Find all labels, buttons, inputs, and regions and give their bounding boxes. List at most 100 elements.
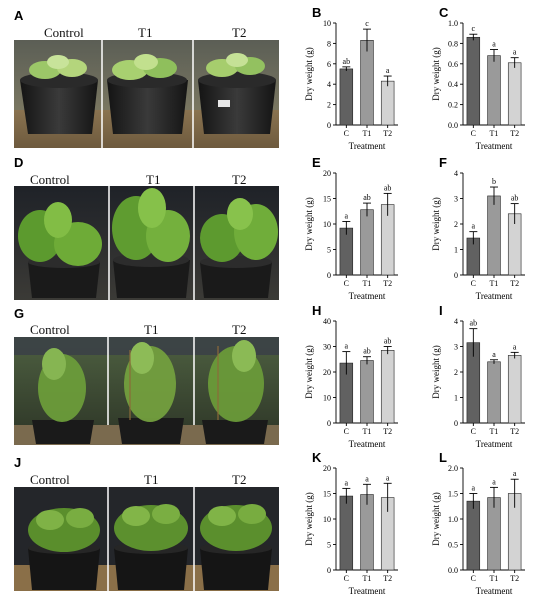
photo-label-j-t2: T2 [232, 472, 246, 487]
y-tick-label-b: 4 [327, 80, 331, 89]
panel-letter-h: H [312, 303, 321, 318]
chart-e: E 0 5 10 15 20 Dry weight (g) a Cab T1 ab T2 Treatme… [304, 155, 398, 301]
y-tick-label-k: 20 [323, 464, 331, 473]
x-tick-label-l: T2 [510, 574, 519, 583]
significance-label-f-t2: ab [511, 194, 519, 203]
y-tick-label-k: 5 [327, 541, 331, 550]
y-tick-label-e: 10 [323, 220, 331, 229]
photo-label-a-control: Control [44, 25, 84, 40]
x-tick-label-h: C [344, 427, 349, 436]
photo-panel-g [14, 337, 279, 445]
y-tick-label-h: 40 [323, 317, 331, 326]
photo-label-a-t1: T1 [138, 25, 152, 40]
x-tick-label-f: C [471, 279, 476, 288]
photo-label-g-t1: T1 [144, 322, 158, 337]
y-tick-label-c: 0.8 [448, 39, 458, 48]
x-axis-label-c: Treatment [476, 141, 513, 151]
y-axis-label-b: Dry weight (g) [304, 47, 314, 101]
y-tick-label-l: 1.0 [448, 515, 458, 524]
photo-label-d-control: Control [30, 172, 70, 187]
photo-label-a-t2: T2 [232, 25, 246, 40]
photo-label-j-control: Control [30, 472, 70, 487]
y-axis-label-c: Dry weight (g) [431, 47, 441, 101]
chart-i: I 0 1 2 3 4 Dry weight (g) ab Ca T1 a T2 Treatment [431, 303, 525, 449]
y-tick-label-b: 6 [327, 60, 331, 69]
y-tick-label-k: 0 [327, 566, 331, 575]
y-tick-label-l: 2.0 [448, 464, 458, 473]
y-tick-label-c: 0.2 [448, 101, 458, 110]
y-tick-label-l: 1.5 [448, 490, 458, 499]
x-tick-label-l: T1 [490, 574, 499, 583]
y-tick-label-i: 2 [454, 368, 458, 377]
y-axis-label-f: Dry weight (g) [431, 197, 441, 251]
bar-b-c [339, 68, 354, 126]
y-axis-label-i: Dry weight (g) [431, 345, 441, 399]
y-axis-label-k: Dry weight (g) [304, 492, 314, 546]
bar-k-t1 [360, 494, 374, 571]
y-axis-label-h: Dry weight (g) [304, 345, 314, 399]
bar-c-c [466, 36, 481, 126]
significance-label-e-c: a [345, 211, 349, 220]
significance-label-h-t1: ab [363, 347, 371, 356]
x-axis-label-l: Treatment [476, 586, 513, 596]
y-tick-label-e: 20 [323, 169, 331, 178]
significance-label-e-t1: ab [363, 193, 371, 202]
significance-label-e-t2: ab [384, 183, 392, 192]
photo-label-d-t2: T2 [232, 172, 246, 187]
y-tick-label-e: 0 [327, 271, 331, 280]
x-tick-label-c: C [471, 129, 476, 138]
significance-label-h-c: a [345, 342, 349, 351]
x-axis-label-f: Treatment [476, 291, 513, 301]
panel-letter-f: F [439, 155, 447, 170]
significance-label-b-c: ab [343, 57, 351, 66]
significance-label-i-t2: a [513, 342, 517, 351]
panel-letter-j: J [14, 455, 21, 470]
chart-l: L 0.0 0.5 1.0 1.5 2.0 Dry weight (g) a Ca T1 a T2 Tr… [431, 450, 525, 596]
significance-label-c-t1: a [492, 40, 496, 49]
y-tick-label-c: 0.6 [448, 60, 458, 69]
y-tick-label-b: 2 [327, 101, 331, 110]
bar-e-c [339, 227, 354, 276]
significance-label-f-c: a [472, 222, 476, 231]
y-tick-label-h: 0 [327, 419, 331, 428]
bar-l-c [466, 500, 481, 571]
x-tick-label-c: T2 [510, 129, 519, 138]
photo-panel-d [14, 186, 279, 300]
panel-letter-g: G [14, 306, 24, 321]
bar-f-t1 [487, 195, 501, 276]
x-tick-label-h: T1 [363, 427, 372, 436]
x-axis-label-e: Treatment [349, 291, 386, 301]
x-tick-label-b: C [344, 129, 349, 138]
x-tick-label-l: C [471, 574, 476, 583]
y-tick-label-f: 2 [454, 220, 458, 229]
y-tick-label-b: 8 [327, 39, 331, 48]
panel-letter-k: K [312, 450, 322, 465]
y-tick-label-c: 0.4 [448, 80, 458, 89]
y-tick-label-i: 0 [454, 419, 458, 428]
y-axis-label-e: Dry weight (g) [304, 197, 314, 251]
y-tick-label-c: 0.0 [448, 121, 458, 130]
bar-i-t2 [507, 355, 522, 424]
significance-label-l-c: a [472, 484, 476, 493]
x-tick-label-i: C [471, 427, 476, 436]
bar-l-t1 [487, 497, 501, 571]
x-tick-label-e: T1 [363, 279, 372, 288]
y-tick-label-c: 1.0 [448, 19, 458, 28]
y-tick-label-f: 4 [454, 169, 458, 178]
significance-label-k-c: a [345, 478, 349, 487]
bar-e-t1 [360, 209, 374, 276]
y-tick-label-e: 15 [323, 195, 331, 204]
x-tick-label-b: T2 [383, 129, 392, 138]
significance-label-c-t2: a [513, 48, 517, 57]
bar-i-t1 [487, 361, 501, 424]
chart-k: K 0 5 10 15 20 Dry weight (g) a Ca T1 a T2 Treatment [304, 450, 398, 596]
x-axis-label-b: Treatment [349, 141, 386, 151]
y-axis-label-l: Dry weight (g) [431, 492, 441, 546]
photo-label-j-t1: T1 [144, 472, 158, 487]
photo-label-d-t1: T1 [146, 172, 160, 187]
y-tick-label-l: 0.5 [448, 541, 458, 550]
photo-label-g-t2: T2 [232, 322, 246, 337]
significance-label-h-t2: ab [384, 337, 392, 346]
panel-letter-a: A [14, 8, 24, 23]
